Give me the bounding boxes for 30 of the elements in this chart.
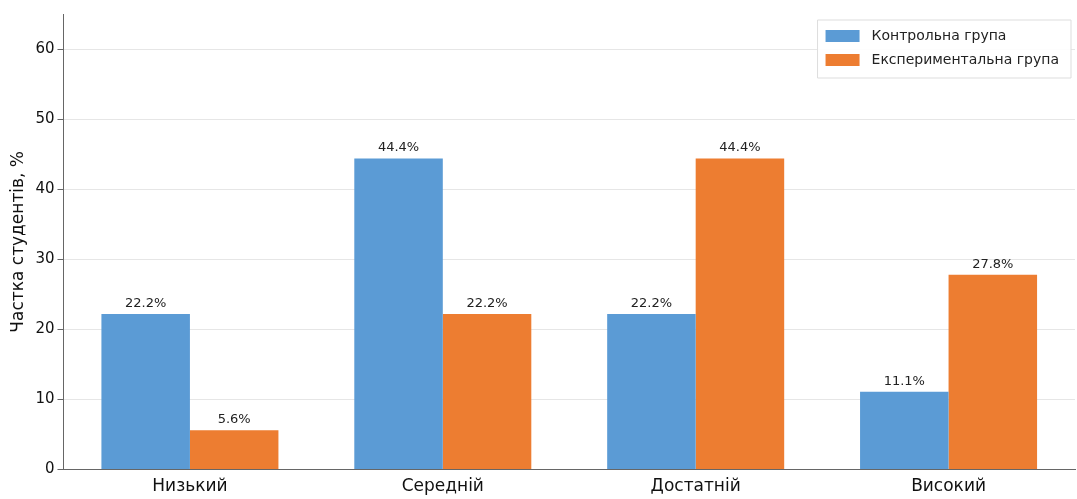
- y-tick-label: 40: [35, 179, 55, 198]
- x-tick-label: Низький: [152, 475, 228, 496]
- bar: [101, 314, 190, 470]
- x-tick-label: Високий: [911, 475, 986, 496]
- x-tick-label: Середній: [401, 475, 484, 496]
- y-axis-title: Частка студентів, %: [6, 150, 27, 333]
- data-label: 44.4%: [377, 139, 420, 155]
- legend-label: Експериментальна група: [871, 50, 1060, 67]
- data-label: 44.4%: [719, 139, 761, 155]
- bar: [860, 391, 949, 470]
- bar: [948, 274, 1038, 470]
- y-tick-label: 0: [44, 459, 55, 478]
- data-label: 22.2%: [630, 294, 673, 310]
- bar: [695, 158, 785, 470]
- legend-label: Контрольна група: [871, 26, 1007, 43]
- bar: [189, 430, 279, 470]
- bar: [354, 158, 443, 470]
- data-label: 22.2%: [466, 294, 508, 310]
- data-label: 22.2%: [125, 294, 167, 310]
- x-tick-label: Достатній: [650, 475, 741, 496]
- bar: [607, 314, 696, 470]
- data-label: 27.8%: [972, 255, 1014, 271]
- y-tick-label: 10: [35, 389, 55, 408]
- y-tick-label: 60: [35, 38, 55, 57]
- data-label: 11.1%: [883, 372, 925, 388]
- y-tick-label: 30: [35, 249, 55, 268]
- y-tick-label: 50: [35, 109, 55, 128]
- data-label: 5.6%: [217, 411, 251, 427]
- y-tick-label: 20: [35, 319, 55, 338]
- bar: [442, 314, 532, 470]
